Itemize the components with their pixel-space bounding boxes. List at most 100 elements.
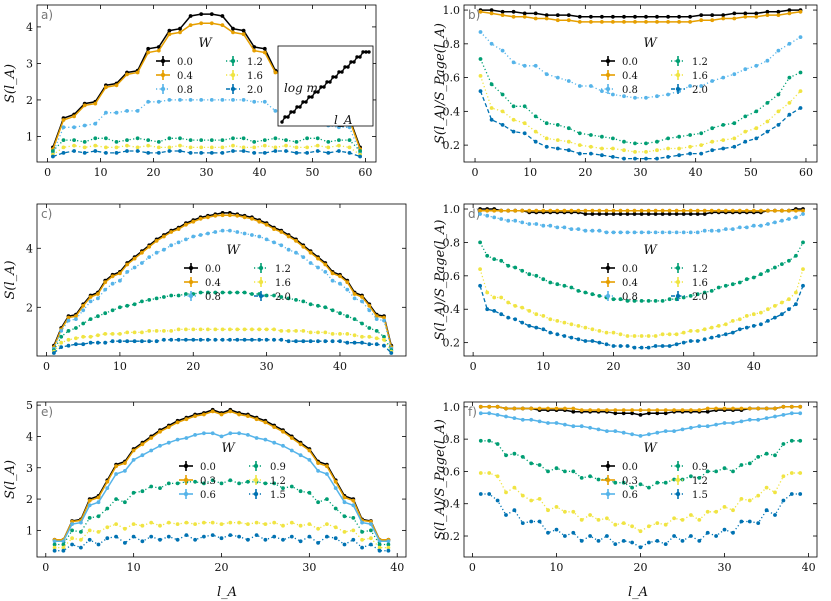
data-point — [52, 545, 57, 550]
data-point — [737, 208, 742, 213]
data-point — [289, 448, 294, 453]
data-point — [633, 156, 637, 161]
x-tick-label: 0 — [42, 561, 49, 574]
data-point — [237, 534, 242, 539]
data-point — [632, 345, 637, 350]
data-point — [611, 20, 615, 24]
series-0.3 — [52, 409, 391, 542]
data-point — [710, 18, 715, 23]
data-point — [500, 123, 505, 127]
data-point — [81, 308, 86, 313]
data-point — [512, 485, 517, 490]
legend-marker — [675, 58, 681, 64]
data-point — [213, 290, 218, 295]
data-point — [342, 495, 347, 500]
data-point — [499, 312, 504, 317]
data-point — [489, 82, 494, 87]
legend-label: 0.4 — [622, 71, 638, 82]
data-point — [511, 117, 516, 122]
data-point — [773, 406, 777, 411]
data-point — [666, 155, 670, 159]
data-point — [773, 208, 777, 213]
data-point — [337, 149, 341, 153]
data-point — [146, 46, 151, 51]
data-point — [697, 539, 702, 543]
data-point — [787, 217, 791, 221]
data-point — [72, 149, 76, 153]
data-point — [548, 208, 553, 213]
inset-point — [349, 60, 353, 64]
data-point — [504, 490, 508, 495]
data-point — [237, 481, 242, 486]
data-point — [730, 282, 735, 287]
data-point — [162, 234, 166, 239]
data-point — [577, 143, 582, 148]
data-point — [262, 151, 267, 155]
data-point — [154, 339, 159, 344]
data-point — [743, 129, 748, 134]
data-point — [566, 18, 571, 23]
data-point — [544, 13, 549, 17]
data-point — [764, 416, 769, 420]
data-point — [660, 212, 665, 216]
data-point — [175, 481, 180, 486]
x-tick-label: 10 — [523, 166, 537, 179]
data-point — [759, 208, 763, 213]
data-point — [135, 70, 140, 75]
data-point — [702, 290, 707, 295]
data-point — [345, 314, 350, 319]
data-point — [731, 421, 735, 425]
y-axis-label: S(l_A)/S_Page(l_A) — [433, 419, 448, 540]
data-point — [600, 134, 604, 139]
data-point — [272, 440, 277, 445]
data-point — [330, 308, 335, 313]
data-point — [263, 522, 268, 526]
data-point — [146, 151, 151, 155]
data-point — [305, 136, 309, 141]
legend-label: 0.8 — [622, 292, 638, 303]
data-point — [730, 330, 735, 335]
data-point — [337, 143, 341, 148]
data-point — [722, 421, 727, 425]
series-1.6 — [478, 267, 805, 338]
data-point — [360, 340, 364, 345]
data-point — [576, 289, 581, 293]
data-point — [630, 485, 634, 490]
data-point — [352, 296, 357, 301]
data-point — [382, 334, 386, 339]
data-point — [798, 471, 803, 475]
data-point — [272, 425, 277, 429]
data-point — [618, 212, 623, 216]
legend-label: 1.2 — [692, 57, 708, 68]
data-point — [721, 138, 726, 143]
data-point — [74, 326, 78, 330]
data-point — [478, 89, 483, 93]
x-tick-label: 10 — [113, 360, 127, 373]
data-point — [737, 327, 742, 332]
legend-label: 1.2 — [692, 476, 708, 487]
data-point — [520, 220, 525, 225]
data-point — [589, 20, 593, 24]
data-point — [765, 119, 770, 124]
data-point — [566, 79, 571, 83]
data-point — [176, 327, 181, 332]
y-tick-label: 1.0 — [443, 401, 461, 414]
data-point — [158, 429, 162, 434]
data-point — [199, 12, 204, 16]
panel-c: 0 10 20 30 40 2 4 c) S(l_A) W 0.0 0.4 0.8 1.2 1.6 2.0 — [3, 203, 407, 373]
data-point — [382, 337, 386, 342]
x-tick-label: 30 — [260, 360, 274, 373]
data-point — [178, 143, 182, 148]
data-point — [709, 289, 714, 293]
series-line — [480, 440, 801, 489]
data-point — [571, 406, 576, 411]
data-point — [228, 327, 232, 332]
data-point — [589, 133, 593, 137]
data-point — [308, 250, 313, 255]
data-point — [147, 244, 152, 249]
data-point — [723, 227, 728, 232]
data-point — [555, 319, 560, 323]
data-point — [613, 542, 618, 546]
data-point — [548, 317, 553, 322]
data-point — [93, 149, 98, 153]
